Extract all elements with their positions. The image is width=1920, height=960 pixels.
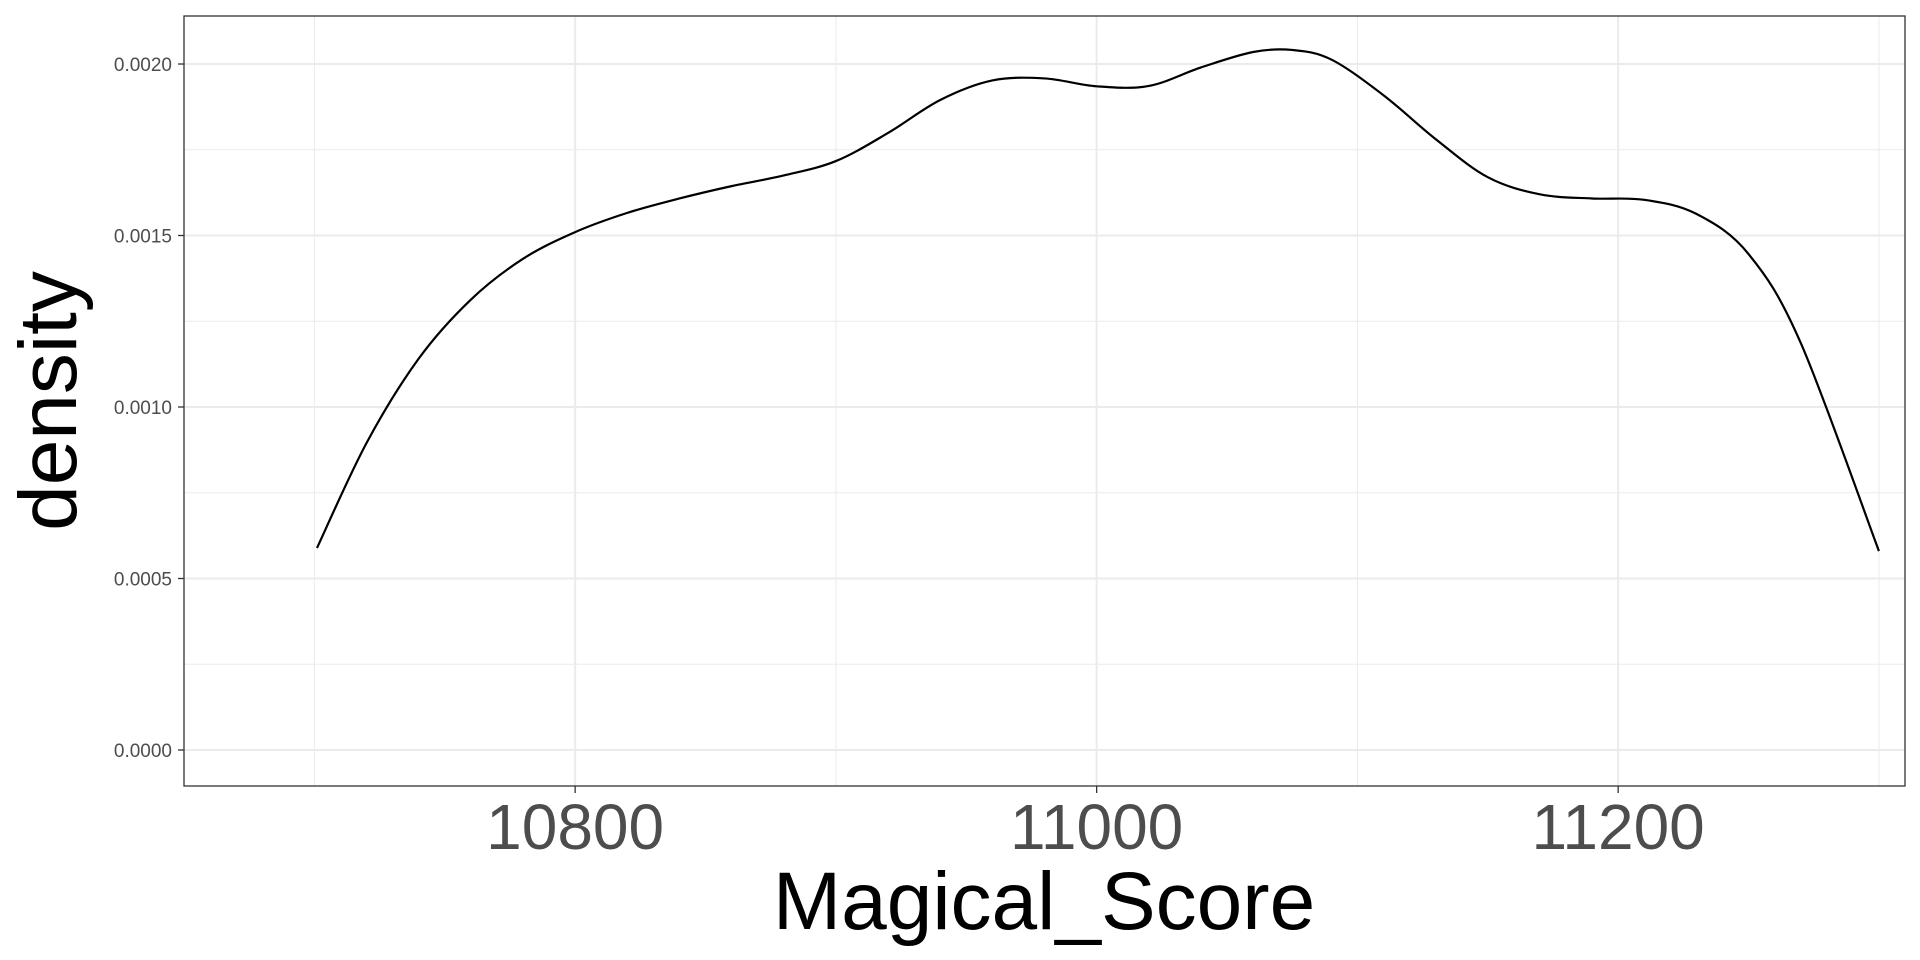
x-tick-label: 11200	[1532, 791, 1705, 863]
x-tick-label: 11000	[1010, 791, 1183, 863]
y-tick-label: 0.0020	[114, 55, 172, 76]
y-tick-label: 0.0005	[114, 569, 172, 590]
y-tick-label: 0.0000	[114, 741, 172, 762]
y-tick-label: 0.0010	[114, 398, 172, 419]
x-axis-ticks: 10800 11000 11200	[486, 786, 1705, 863]
major-gridlines	[184, 16, 1905, 786]
x-tick-label: 10800	[486, 791, 664, 863]
density-line	[315, 48, 1880, 552]
y-axis-title: density	[3, 271, 94, 531]
panel-border	[183, 15, 1906, 787]
x-axis-title: Magical_Score	[773, 856, 1315, 947]
plot-panel	[184, 16, 1905, 786]
y-tick-label: 0.0015	[114, 227, 172, 248]
y-axis-ticks: 0.0000 0.0005 0.0010 0.0015 0.0020	[114, 55, 184, 762]
